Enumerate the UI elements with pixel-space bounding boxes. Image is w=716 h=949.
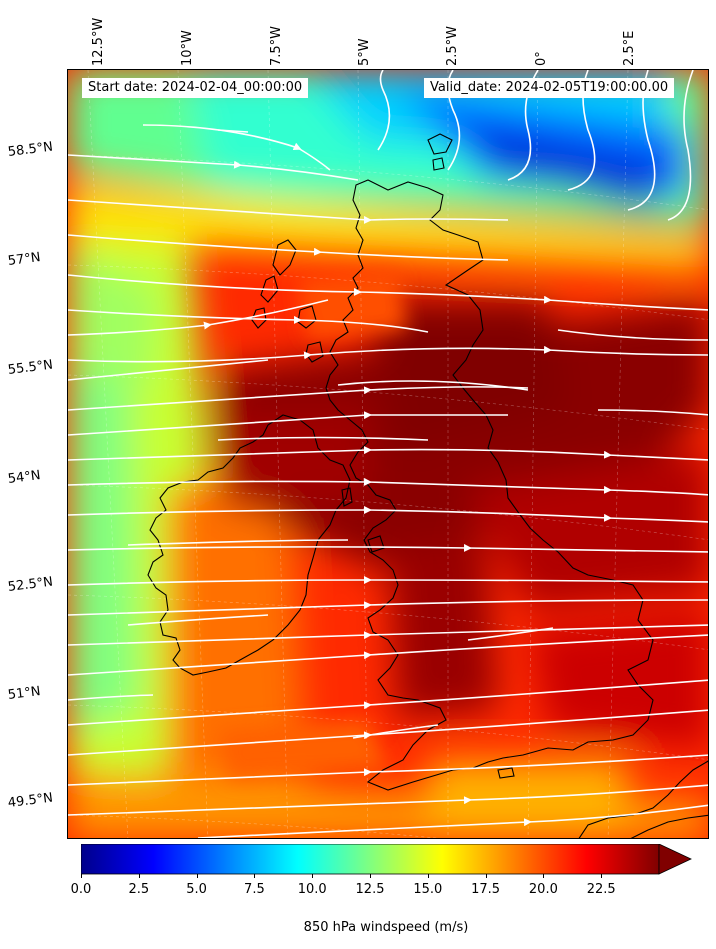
latitude-label: 49.5°N xyxy=(7,790,54,811)
colorbar-tick-mark xyxy=(196,874,198,878)
colorbar-tick-label: 15.0 xyxy=(413,882,443,897)
france-coast xyxy=(578,760,708,838)
colorbar-tick-mark xyxy=(312,874,314,878)
longitude-label-text: 2.5°W xyxy=(445,25,460,66)
colorbar-tick-label: 17.5 xyxy=(471,882,501,897)
colorbar-extend-arrow xyxy=(658,844,692,875)
longitude-label-text: 7.5°W xyxy=(269,25,284,66)
map-canvas xyxy=(68,70,708,838)
colorbar-tick-mark xyxy=(601,874,603,878)
hebrides-coast xyxy=(272,239,297,276)
longitude-label-text: 2.5°E xyxy=(622,30,637,66)
longitude-label: 5°W xyxy=(357,0,378,66)
colorbar-gradient xyxy=(81,844,660,875)
colorbar-tick-label: 22.5 xyxy=(586,882,616,897)
orkney-coast xyxy=(427,133,453,155)
colorbar-tick-label: 5.0 xyxy=(186,882,207,897)
longitude-label: 2.5°E xyxy=(622,0,643,66)
longitude-label: 12.5°W xyxy=(91,0,112,66)
start-date-label: Start date: 2024-02-04_00:00:00 xyxy=(82,78,309,98)
colorbar-tick-label: 12.5 xyxy=(355,882,385,897)
colorbar-tick-mark xyxy=(370,874,371,878)
longitude-label: 7.5°W xyxy=(269,0,290,66)
graticule xyxy=(68,70,708,838)
latitude-label: 58.5°N xyxy=(7,139,54,160)
colorbar-tick-label: 20.0 xyxy=(528,882,558,897)
great-britain-coast xyxy=(325,179,654,791)
longitude-label-text: 5°W xyxy=(357,38,372,66)
valid-date-label: Valid_date: 2024-02-05T19:00:00.00 xyxy=(424,78,675,98)
colorbar-tick-label: 0.0 xyxy=(70,882,92,897)
latitude-label: 51°N xyxy=(7,684,42,703)
longitude-label-text: 10°W xyxy=(180,30,195,66)
colorbar-label: 850 hPa windspeed (m/s) xyxy=(303,920,469,935)
colorbar-tick-mark xyxy=(427,874,429,878)
latitude-label: 54°N xyxy=(7,468,42,487)
colorbar xyxy=(81,844,692,875)
latitude-label: 55.5°N xyxy=(7,357,54,378)
latitude-label: 52.5°N xyxy=(7,574,54,595)
colorbar-tick-mark xyxy=(485,874,487,878)
colorbar-tick-label: 2.5 xyxy=(128,882,150,897)
wind-map xyxy=(67,69,709,839)
colorbar-tick-mark xyxy=(254,874,256,878)
longitude-label: 2.5°W xyxy=(445,0,466,66)
longitude-label-text: 12.5°W xyxy=(91,17,106,66)
isle-of-man-coast xyxy=(341,487,353,507)
colorbar-tick-label: 10.0 xyxy=(297,882,327,897)
longitude-label-text: 0° xyxy=(534,51,549,66)
colorbar-tick-label: 7.5 xyxy=(244,882,265,897)
colorbar-tick-mark xyxy=(138,874,140,878)
colorbar-tick-mark xyxy=(81,874,82,878)
longitude-label: 10°W xyxy=(180,0,201,66)
longitude-label: 0° xyxy=(534,0,555,66)
latitude-label: 57°N xyxy=(7,250,42,269)
colorbar-tick-mark xyxy=(543,874,545,878)
